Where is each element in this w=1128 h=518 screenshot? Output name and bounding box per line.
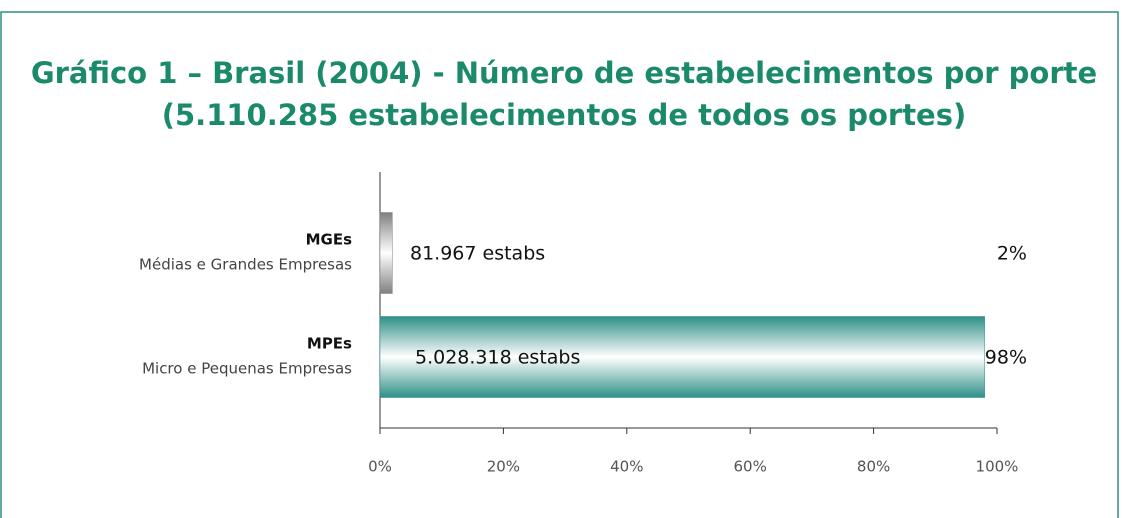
x-tick-label: 100% (976, 458, 1019, 476)
x-tick-label: 40% (610, 458, 643, 476)
bar (379, 316, 985, 398)
chart-title: (5.110.285 estabelecimentos de todos os … (162, 98, 967, 132)
x-tick-label: 0% (368, 458, 392, 476)
x-tick-label: 60% (734, 458, 767, 476)
x-tick-label: 80% (857, 458, 890, 476)
x-tick-label: 20% (487, 458, 520, 476)
value-label: 2% (997, 243, 1027, 265)
bar (379, 212, 393, 294)
bar-label: 5.028.318 estabs (415, 347, 580, 369)
category-label: MGEs (306, 231, 352, 249)
frame (0, 11, 1119, 518)
bar-label: 81.967 estabs (410, 243, 545, 265)
category-description: Médias e Grandes Empresas (139, 256, 352, 274)
category-label: MPEs (307, 335, 352, 353)
category-description: Micro e Pequenas Empresas (142, 360, 352, 378)
chart-title: Gráfico 1 – Brasil (2004) - Número de es… (31, 56, 1097, 90)
value-label: 98% (985, 347, 1027, 369)
